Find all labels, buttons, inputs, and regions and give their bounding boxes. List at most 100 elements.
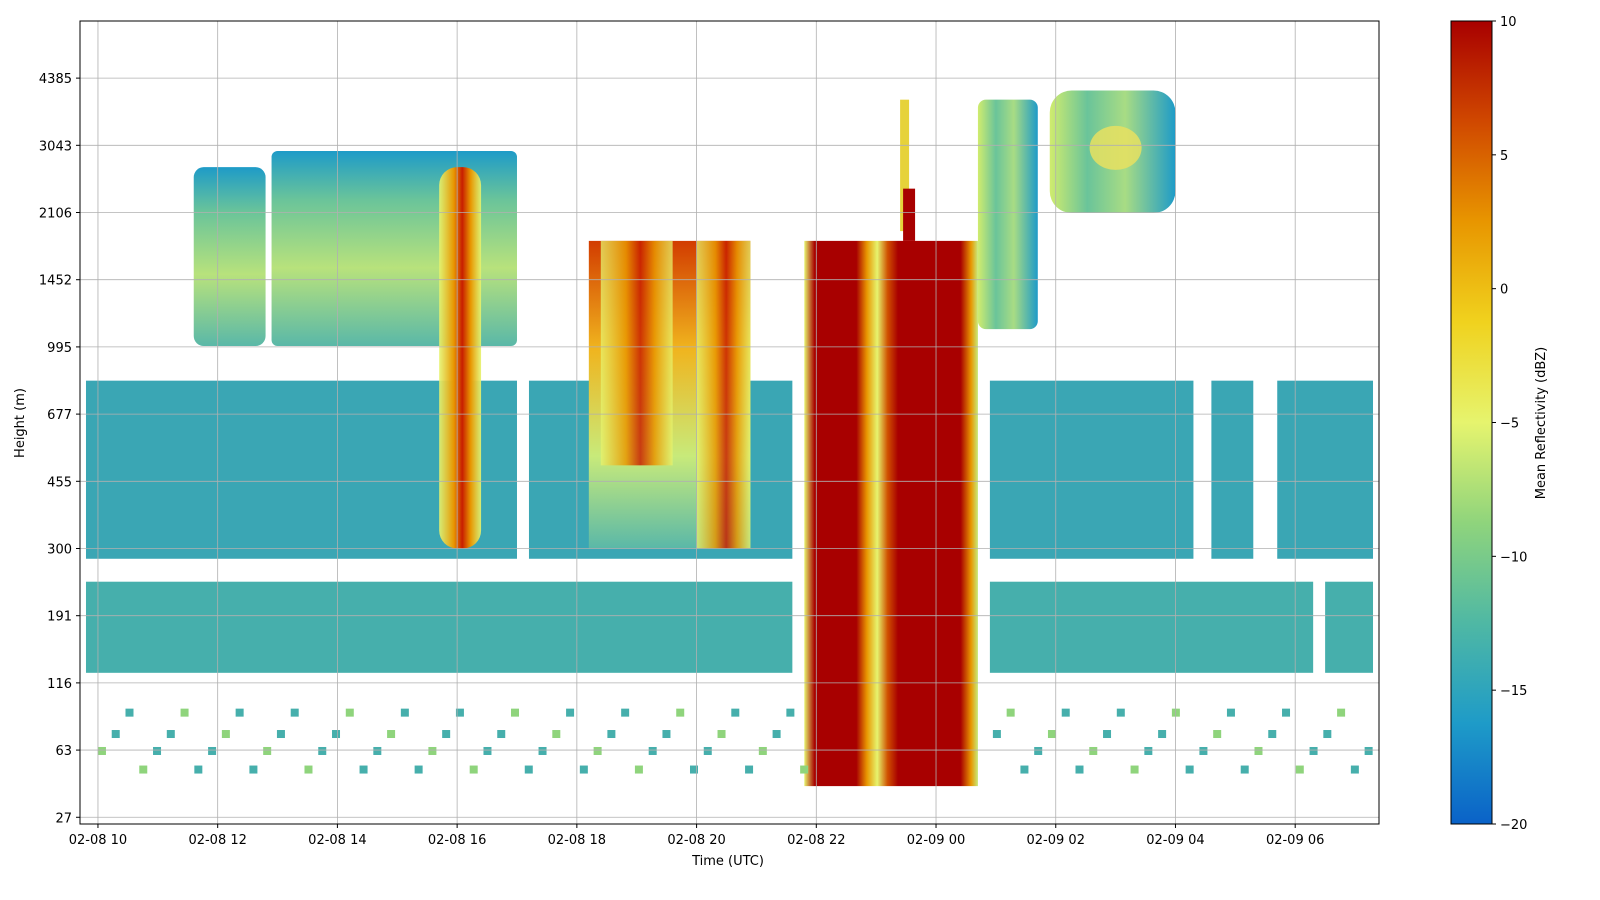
scatter-echo bbox=[566, 708, 575, 717]
echo-spike-base bbox=[903, 188, 916, 241]
scatter-echo bbox=[180, 708, 189, 717]
scatter-echo bbox=[263, 746, 272, 755]
scatter-echo bbox=[1116, 708, 1125, 717]
echo-core bbox=[439, 167, 482, 549]
scatter-echo bbox=[607, 730, 616, 739]
x-tick-label: 02-08 20 bbox=[667, 833, 725, 848]
colorbar-tick-label: 0 bbox=[1500, 283, 1508, 298]
x-tick-label: 02-08 16 bbox=[428, 833, 486, 848]
scatter-echo bbox=[125, 708, 134, 717]
colorbar-tick-label: 10 bbox=[1500, 15, 1517, 30]
upper-cloud-left bbox=[193, 167, 266, 347]
precip-band-core bbox=[600, 240, 673, 466]
scatter-echo bbox=[1171, 708, 1180, 717]
scatter-echo bbox=[621, 708, 630, 717]
y-tick-label: 191 bbox=[47, 610, 72, 625]
scatter-echo bbox=[992, 730, 1001, 739]
x-tick-label: 02-09 06 bbox=[1266, 833, 1324, 848]
x-tick-label: 02-08 12 bbox=[188, 833, 246, 848]
scatter-echo bbox=[1144, 746, 1153, 755]
scatter-echo bbox=[1364, 746, 1373, 755]
heavy-precip bbox=[804, 240, 978, 787]
low-cloud-segment bbox=[989, 380, 1194, 559]
scatter-echo bbox=[1309, 746, 1318, 755]
near-surface-segment bbox=[1325, 581, 1374, 673]
scatter-echo bbox=[332, 730, 341, 739]
scatter-echo bbox=[703, 746, 712, 755]
plot-frame bbox=[79, 20, 1380, 825]
scatter-echo bbox=[455, 708, 464, 717]
x-tick-label: 02-09 04 bbox=[1146, 833, 1204, 848]
scatter-echo bbox=[758, 746, 767, 755]
scatter-echo bbox=[634, 765, 643, 774]
scatter-echo bbox=[511, 708, 520, 717]
grid-lines bbox=[80, 21, 1379, 824]
scatter-echo bbox=[1089, 746, 1098, 755]
scatter-echo bbox=[318, 746, 327, 755]
low-cloud-segment bbox=[1277, 380, 1374, 559]
x-axis: 02-08 10 02-08 12 02-08 14 02-08 16 02-08 18… bbox=[69, 824, 1324, 848]
scatter-echo bbox=[662, 730, 671, 739]
y-axis: 27 63 116 191 300 455 677 995 1452 2106 3043 4385 bbox=[39, 72, 80, 826]
scatter-echo bbox=[345, 708, 354, 717]
scatter-echo bbox=[221, 730, 230, 739]
y-tick-label: 300 bbox=[47, 542, 72, 557]
near-surface-segment bbox=[85, 581, 793, 673]
scatter-echo bbox=[1006, 708, 1015, 717]
scatter-echo bbox=[786, 708, 795, 717]
colorbar-label: Mean Reflectivity (dBZ) bbox=[1534, 347, 1549, 500]
y-tick-label: 116 bbox=[47, 677, 72, 692]
colorbar-tick-label: −15 bbox=[1500, 684, 1527, 699]
x-tick-label: 02-09 02 bbox=[1027, 833, 1085, 848]
colorbar-ticks: 10 5 0 −5 −10 −15 −20 bbox=[1492, 15, 1527, 833]
scatter-echo bbox=[387, 730, 396, 739]
scatter-echo bbox=[97, 746, 106, 755]
scatter-echo bbox=[1103, 730, 1112, 739]
upper-cloud-2 bbox=[977, 99, 1038, 330]
scatter-echo bbox=[1047, 730, 1056, 739]
x-tick-label: 02-08 22 bbox=[787, 833, 845, 848]
scatter-echo bbox=[579, 765, 588, 774]
scatter-echo bbox=[1350, 765, 1359, 774]
scatter-echo bbox=[745, 765, 754, 774]
scatter-echo bbox=[1158, 730, 1167, 739]
scatter-echo bbox=[1254, 746, 1263, 755]
scatter-echo bbox=[400, 708, 409, 717]
x-axis-label: Time (UTC) bbox=[691, 854, 764, 869]
scatter-echo bbox=[648, 746, 657, 755]
scatter-echo bbox=[276, 730, 285, 739]
x-tick-label: 02-08 18 bbox=[548, 833, 606, 848]
scatter-echo bbox=[166, 730, 175, 739]
y-tick-label: 1452 bbox=[39, 274, 72, 289]
x-tick-label: 02-08 14 bbox=[308, 833, 366, 848]
y-tick-label: 677 bbox=[47, 408, 72, 423]
scatter-echo bbox=[1061, 708, 1070, 717]
scatter-echo bbox=[731, 708, 740, 717]
scatter-echo bbox=[1337, 708, 1346, 717]
scatter-echo bbox=[1020, 765, 1029, 774]
y-tick-label: 63 bbox=[55, 744, 72, 759]
scatter-echo bbox=[249, 765, 258, 774]
scatter-echo bbox=[111, 730, 120, 739]
scatter-echo bbox=[194, 765, 203, 774]
scatter-echo bbox=[538, 746, 547, 755]
scatter-echo bbox=[524, 765, 533, 774]
scatter-echo bbox=[235, 708, 244, 717]
scatter-echo bbox=[414, 765, 423, 774]
heatmap-area bbox=[85, 90, 1374, 787]
y-axis-label: Height (m) bbox=[13, 388, 28, 458]
scatter-echo bbox=[1226, 708, 1235, 717]
scatter-echo bbox=[1199, 746, 1208, 755]
scatter-echo bbox=[483, 746, 492, 755]
scatter-echo bbox=[1185, 765, 1194, 774]
colorbar bbox=[1451, 21, 1492, 824]
upper-cloud-core bbox=[1089, 125, 1142, 170]
scatter-echo bbox=[373, 746, 382, 755]
scatter-echo bbox=[208, 746, 217, 755]
y-tick-label: 2106 bbox=[39, 207, 72, 222]
scatter-echo bbox=[428, 746, 437, 755]
scatter-echo bbox=[1075, 765, 1084, 774]
scatter-echo bbox=[1213, 730, 1222, 739]
echo-spike bbox=[900, 99, 910, 232]
y-tick-label: 4385 bbox=[39, 72, 72, 87]
